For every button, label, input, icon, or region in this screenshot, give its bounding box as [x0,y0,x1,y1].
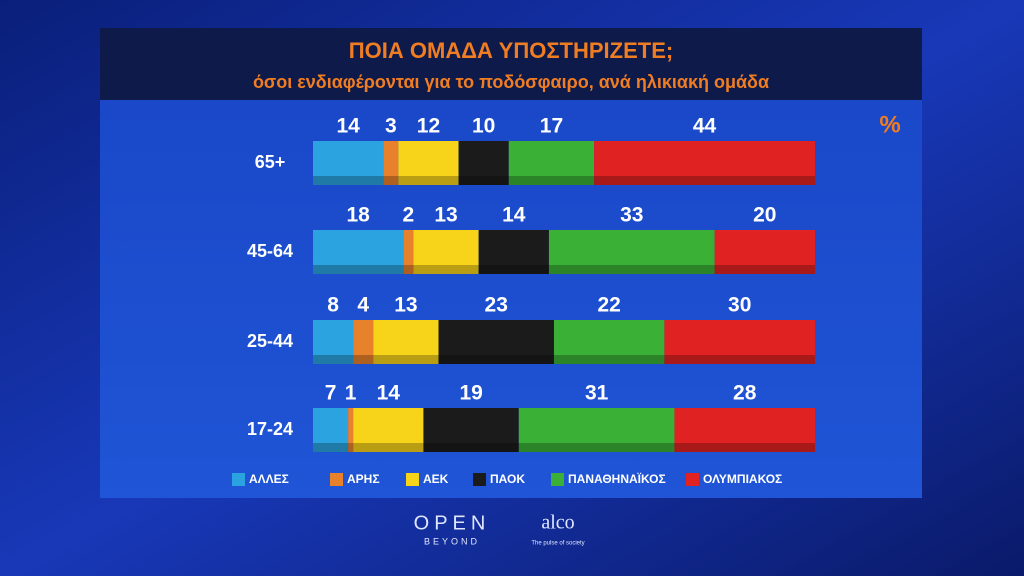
value-label: 2 [403,204,415,227]
bar-segment [403,230,414,274]
legend-label: ΠΑΝΑΘΗΝΑΪΚΟΣ [568,471,666,486]
bar-segment [313,320,354,364]
category-label: 25-44 [247,331,293,351]
value-label: 14 [336,115,360,138]
bar-segment [373,320,439,364]
value-label: 13 [434,204,457,227]
legend-swatch [686,473,699,486]
bar-segment [594,141,815,185]
value-label: 23 [485,294,508,317]
value-label: 12 [417,115,440,138]
bar-segment [398,141,459,185]
chart-subtitle: όσοι ενδιαφέρονται για το ποδόσφαιρο, αν… [253,72,769,92]
chart-title: ΠΟΙΑ ΟΜΑΔΑ ΥΠΟΣΤΗΡΙΖΕΤΕ; [349,38,673,63]
value-label: 20 [753,204,776,227]
partner-logo: alco [541,512,574,534]
value-label: 18 [347,204,371,227]
value-label: 44 [693,115,717,138]
bar-segment [313,408,349,452]
legend-swatch [330,473,343,486]
bar-shade [313,443,815,452]
header [100,28,922,100]
category-label: 65+ [255,152,286,172]
legend-label: ΑΕΚ [423,472,449,486]
value-label: 3 [385,115,397,138]
bar-segment [518,408,675,452]
value-label: 13 [394,294,417,317]
bar-segment [348,408,354,452]
bar-segment [674,408,815,452]
legend-label: ΑΡΗΣ [347,472,380,486]
value-label: 10 [472,115,495,138]
bar-segment [664,320,815,364]
bar-segment [383,141,399,185]
legend-label: ΟΛΥΜΠΙΑΚΟΣ [703,472,782,486]
bar-segment [438,320,554,364]
partner-sub: The pulse of society [531,541,584,547]
legend-label: ΑΛΛΕΣ [249,472,289,486]
bar-segment [423,408,519,452]
bar-segment [553,320,665,364]
value-label: 17 [540,115,563,138]
legend-swatch [406,473,419,486]
value-label: 30 [728,294,751,317]
value-label: 28 [733,382,757,405]
bar-shade [313,265,815,274]
brand-logo: OPEN [414,512,491,534]
bar-segment [313,141,384,185]
bar-segment [413,230,479,274]
value-label: 7 [325,382,337,405]
value-label: 14 [377,382,401,405]
bar-segment [458,141,509,185]
legend-swatch [232,473,245,486]
bar-shade [313,355,815,364]
value-label: 31 [585,382,609,405]
unit-label: % [879,111,900,138]
value-label: 19 [459,382,482,405]
value-label: 8 [327,294,339,317]
bar-segment [478,230,549,274]
bar-segment [353,408,424,452]
bar-shade [313,176,815,185]
brand-sub: BEYOND [424,536,480,546]
category-label: 45-64 [247,241,293,261]
value-label: 33 [620,204,643,227]
value-label: 22 [598,294,621,317]
value-label: 4 [357,294,369,317]
bar-segment [714,230,815,274]
bar-segment [353,320,374,364]
value-label: 14 [502,204,526,227]
legend-swatch [473,473,486,486]
legend-swatch [551,473,564,486]
legend-label: ΠΑΟΚ [490,472,525,486]
bar-segment [548,230,715,274]
value-label: 1 [345,382,357,405]
category-label: 17-24 [247,419,293,439]
bar-segment [313,230,404,274]
bar-segment [508,141,595,185]
